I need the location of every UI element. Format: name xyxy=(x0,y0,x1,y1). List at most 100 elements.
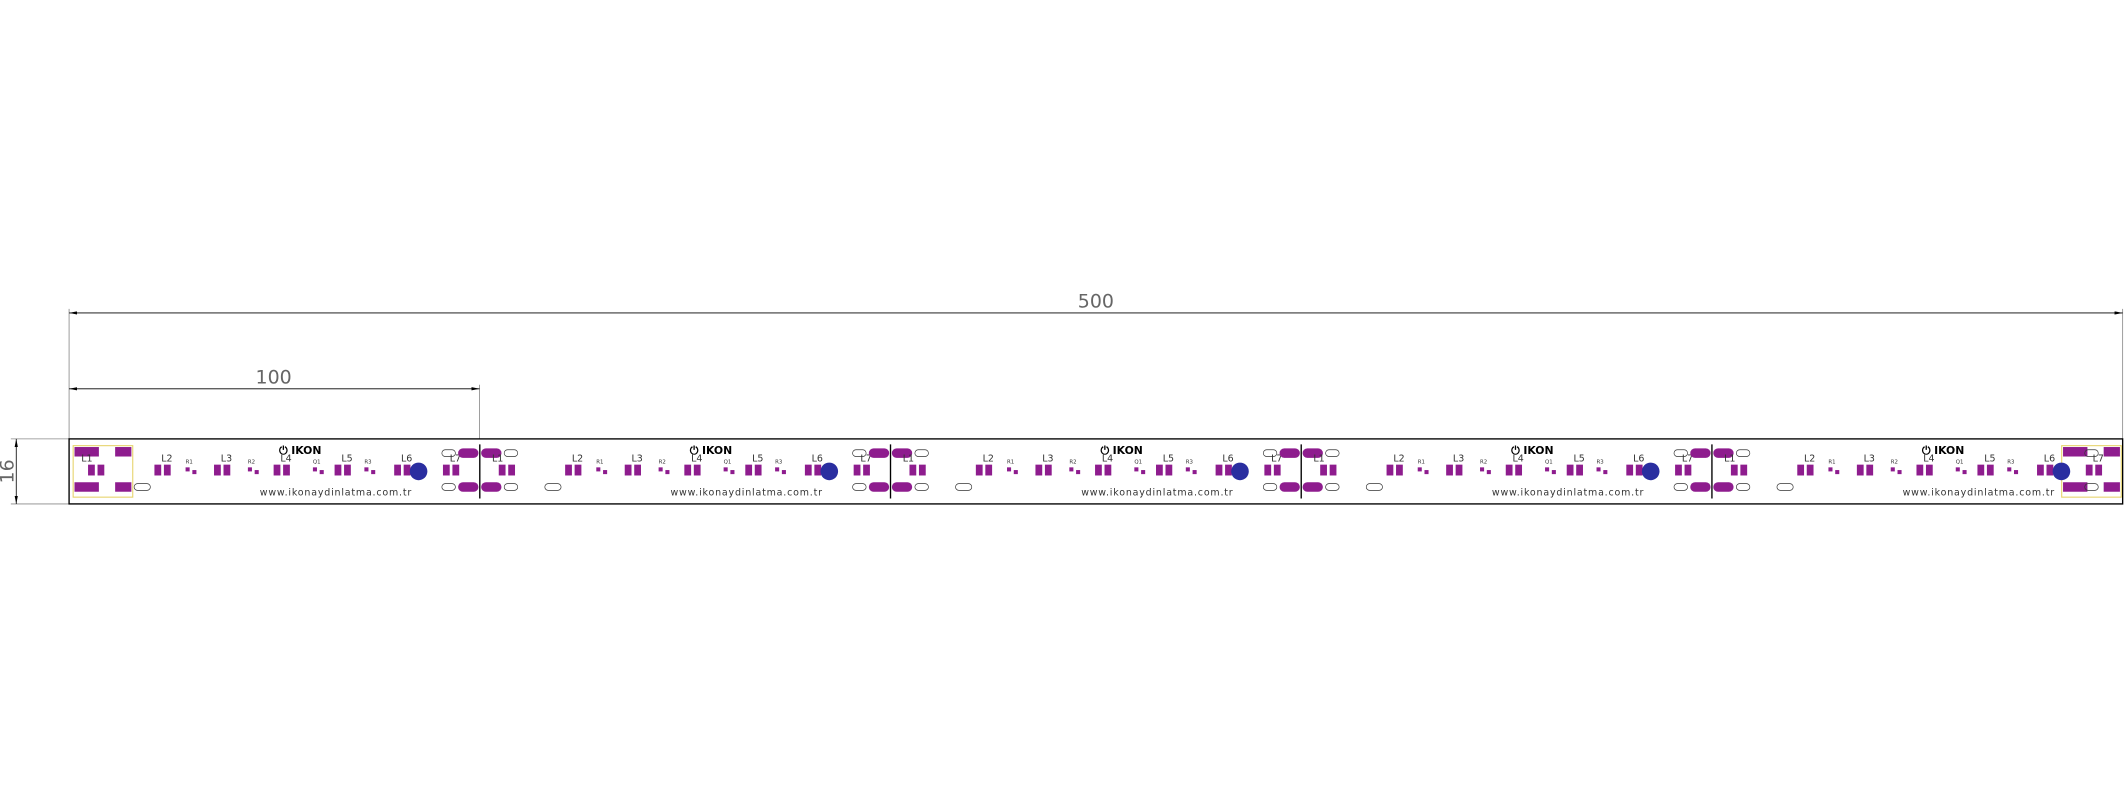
oval-pad xyxy=(441,483,456,491)
part-pad xyxy=(1076,470,1081,475)
solder-pad xyxy=(891,482,913,492)
led-pad xyxy=(684,464,692,476)
led-label: L6 xyxy=(401,454,412,465)
led-label: L1 xyxy=(81,454,92,465)
part-pad xyxy=(1551,470,1556,475)
part-label: R2 xyxy=(659,459,666,465)
part-label: R1 xyxy=(1418,459,1425,465)
part-pad xyxy=(185,467,190,472)
led-pad xyxy=(1505,464,1513,476)
solder-pad xyxy=(868,482,890,492)
led-label: L2 xyxy=(983,454,994,465)
led-pad xyxy=(154,464,162,476)
led-label: L4 xyxy=(691,454,702,465)
led-pad xyxy=(1215,464,1223,476)
part-pad xyxy=(1962,470,1967,475)
led-pad xyxy=(565,464,572,476)
part-pad xyxy=(1835,470,1840,475)
led-label: L1 xyxy=(903,454,914,465)
mount-hole xyxy=(1231,462,1249,481)
end-pad xyxy=(2103,447,2120,457)
solder-pad xyxy=(1690,448,1711,458)
led-label: L7 xyxy=(2093,454,2104,465)
oval-pad xyxy=(1262,483,1278,491)
led-pad xyxy=(1916,464,1924,476)
part-label: Q1 xyxy=(1134,459,1142,465)
led-pad xyxy=(975,464,983,476)
led-label: L5 xyxy=(1573,454,1584,465)
led-pad xyxy=(223,464,231,476)
end-pad xyxy=(2103,482,2120,492)
led-pad xyxy=(1320,464,1327,476)
part-label: Q1 xyxy=(313,459,321,465)
part-pad xyxy=(1480,467,1485,472)
led-pad xyxy=(1626,464,1634,476)
led-label: L4 xyxy=(1513,454,1524,465)
logo-mark: ⏻ xyxy=(1100,444,1109,457)
part-pad xyxy=(603,470,608,475)
part-label: R3 xyxy=(1186,459,1193,465)
solder-pad xyxy=(458,448,479,458)
part-label: R1 xyxy=(186,459,193,465)
led-pad xyxy=(1806,464,1814,476)
led-pad xyxy=(1329,464,1337,476)
led-pad xyxy=(1156,464,1163,476)
dimension-pitch: 100 xyxy=(256,366,292,388)
oval-pad xyxy=(2084,449,2099,457)
led-label: L1 xyxy=(492,454,503,465)
led-pad xyxy=(918,464,926,476)
led-pad xyxy=(1095,464,1102,476)
mount-hole xyxy=(1641,462,1660,481)
led-pad xyxy=(498,464,506,476)
led-label: L7 xyxy=(450,454,461,465)
led-pad xyxy=(344,464,351,476)
led-pad xyxy=(1576,464,1583,476)
url: www.ikonaydinlatma.com.tr xyxy=(670,488,822,499)
led-pad xyxy=(1730,464,1738,476)
part-pad xyxy=(1007,467,1012,472)
part-pad xyxy=(1897,470,1902,475)
oval-pad xyxy=(852,483,867,491)
led-label: L4 xyxy=(1102,454,1113,465)
led-label: L6 xyxy=(1633,454,1644,465)
dimension-height: 16 xyxy=(0,459,19,483)
part-pad xyxy=(1185,467,1190,472)
led-pad xyxy=(634,464,641,476)
part-label: R1 xyxy=(596,459,603,465)
part-label: R3 xyxy=(775,459,782,465)
led-label: L5 xyxy=(1163,454,1174,465)
part-pad xyxy=(192,470,197,475)
part-pad xyxy=(254,470,259,475)
led-pad xyxy=(2037,464,2044,476)
part-pad xyxy=(1013,470,1018,475)
led-pad xyxy=(1635,464,1643,476)
part-pad xyxy=(1134,467,1139,472)
part-pad xyxy=(1545,467,1550,472)
led-pad xyxy=(394,464,401,476)
part-pad xyxy=(775,467,780,472)
led-pad xyxy=(1740,464,1748,476)
led-label: L2 xyxy=(572,454,583,465)
solder-pad xyxy=(1279,482,1300,492)
part-label: R1 xyxy=(1007,459,1014,465)
solder-pad xyxy=(481,448,502,458)
led-pad xyxy=(88,464,95,476)
led-pad xyxy=(1977,464,1985,476)
led-label: L4 xyxy=(280,454,291,465)
url: www.ikonaydinlatma.com.tr xyxy=(1492,488,1644,499)
led-label: L6 xyxy=(1222,454,1233,465)
url: www.ikonaydinlatma.com.tr xyxy=(260,488,412,499)
logo-mark: ⏻ xyxy=(1922,444,1931,457)
oval-pad xyxy=(1673,449,1688,457)
part-pad xyxy=(1955,467,1960,472)
part-pad xyxy=(1603,470,1608,475)
dimension-overall: 500 xyxy=(1078,291,1114,313)
end-pad xyxy=(115,447,132,457)
mount-hole xyxy=(820,462,839,481)
part-pad xyxy=(781,470,786,475)
oval-pad xyxy=(914,483,929,491)
part-pad xyxy=(1828,467,1833,472)
part-pad xyxy=(1069,467,1074,472)
logo-mark: ⏻ xyxy=(1511,444,1520,457)
